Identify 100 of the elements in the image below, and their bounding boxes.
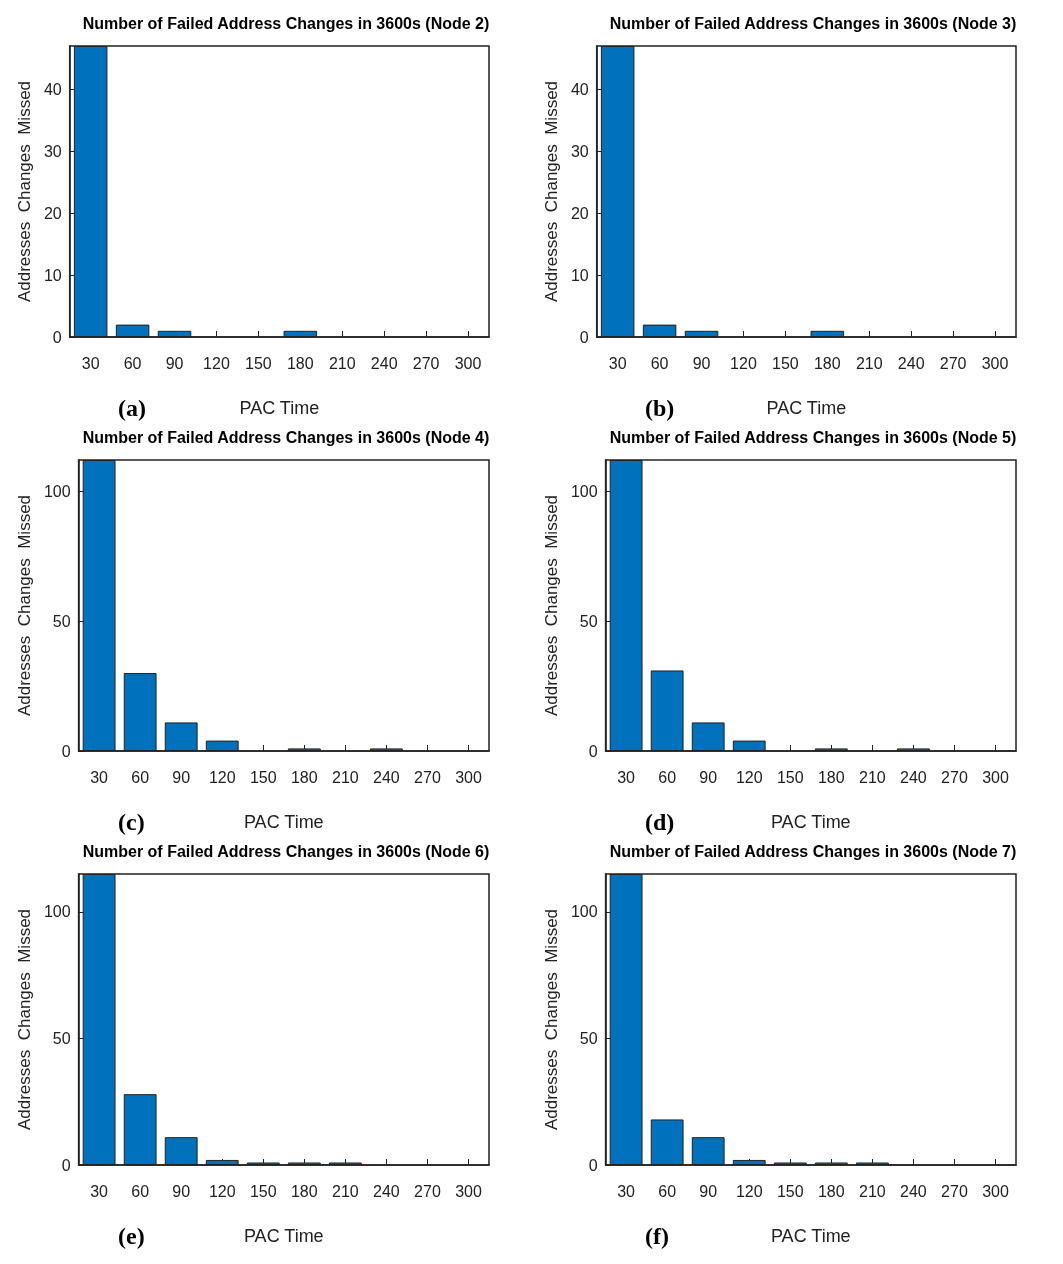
y-axis-title: Addresses Changes Missed [15, 494, 34, 717]
y-tick-label: 20 [570, 204, 589, 222]
x-tick-label: 90 [692, 354, 711, 372]
x-tick-label: 240 [373, 768, 400, 786]
y-tick-label: 50 [52, 612, 71, 630]
y-tick-label: 10 [43, 266, 62, 284]
y-tick-label: 40 [570, 80, 589, 98]
x-tick-label: 240 [370, 354, 398, 372]
x-tick-label: 270 [414, 1182, 441, 1200]
x-tick-label: 180 [286, 354, 314, 372]
x-tick-label: 270 [414, 768, 441, 786]
text: (d) [645, 809, 675, 835]
y-tick-label: 30 [570, 142, 589, 160]
x-axis-title: PAC Time [243, 812, 324, 832]
y-axis-title: Addresses Changes Missed [15, 908, 34, 1131]
x-axis-title: PAC Time [766, 398, 847, 418]
y-tick-label: 50 [579, 1029, 598, 1047]
x-tick-label: 180 [817, 1182, 845, 1200]
x-tick-label: 210 [855, 354, 883, 372]
x-tick-label: 180 [817, 768, 845, 786]
chart-title: Number of Failed Address Changes in 3600s (Node 4) [82, 428, 490, 446]
x-tick-label: 210 [332, 768, 359, 786]
x-axis-title: PAC Time [239, 398, 320, 418]
x-tick-label: 90 [172, 1182, 191, 1200]
chart-title: Number of Failed Address Changes in 3600s (Node 2) [82, 14, 490, 32]
x-tick-label: 30 [608, 354, 627, 372]
text: (a) [118, 395, 146, 421]
x-tick-label: 30 [90, 1182, 109, 1200]
x-tick-label: 300 [454, 354, 482, 372]
x-tick-label: 240 [900, 768, 927, 786]
x-tick-label: 90 [699, 768, 718, 786]
x-tick-label: 90 [699, 1182, 718, 1200]
x-tick-label: 270 [941, 1182, 968, 1200]
y-tick-label: 0 [588, 742, 598, 760]
x-tick-label: 210 [332, 1182, 359, 1200]
chart-title: Number of Failed Address Changes in 3600s (Node 7) [609, 842, 1017, 860]
x-tick-label: 120 [203, 354, 230, 372]
x-tick-label: 300 [982, 1182, 1009, 1200]
x-tick-label: 150 [249, 1182, 277, 1200]
x-tick-label: 210 [328, 354, 356, 372]
y-tick-label: 40 [43, 80, 62, 98]
x-axis-title: PAC Time [770, 812, 851, 832]
x-tick-label: 270 [412, 354, 440, 372]
text: (e) [118, 1223, 145, 1249]
x-tick-label: 30 [90, 768, 109, 786]
x-tick-label: 60 [650, 354, 669, 372]
y-tick-label: 100 [570, 903, 598, 921]
x-tick-label: 210 [859, 1182, 886, 1200]
x-tick-label: 300 [455, 768, 482, 786]
y-axis-title: Addresses Changes Missed [542, 494, 561, 717]
x-tick-label: 60 [131, 768, 150, 786]
x-tick-label: 240 [897, 354, 925, 372]
x-tick-label: 210 [859, 768, 886, 786]
x-tick-label: 270 [939, 354, 967, 372]
x-tick-label: 300 [455, 1182, 482, 1200]
x-tick-label: 30 [617, 1182, 636, 1200]
x-tick-label: 90 [165, 354, 184, 372]
x-axis-title: PAC Time [770, 1226, 851, 1246]
x-tick-label: 60 [123, 354, 142, 372]
chart-title: Number of Failed Address Changes in 3600s (Node 3) [609, 14, 1017, 32]
x-tick-label: 120 [735, 1182, 763, 1200]
text: (c) [118, 809, 145, 835]
x-tick-label: 180 [290, 768, 318, 786]
y-tick-label: 50 [52, 1029, 71, 1047]
x-tick-label: 300 [981, 354, 1009, 372]
x-tick-label: 300 [982, 768, 1009, 786]
y-tick-label: 0 [52, 328, 62, 346]
x-tick-label: 60 [131, 1182, 150, 1200]
y-tick-label: 50 [579, 612, 598, 630]
text: (f) [645, 1223, 669, 1249]
y-axis-title: Addresses Changes Missed [542, 908, 561, 1131]
x-axis-title: PAC Time [243, 1226, 324, 1246]
x-tick-label: 150 [776, 1182, 804, 1200]
x-tick-label: 180 [290, 1182, 318, 1200]
y-tick-label: 0 [61, 742, 71, 760]
x-tick-label: 150 [249, 768, 277, 786]
y-axis-title: Addresses Changes Missed [15, 80, 34, 303]
x-tick-label: 90 [172, 768, 191, 786]
x-tick-label: 120 [730, 354, 757, 372]
y-tick-label: 100 [43, 482, 71, 500]
y-tick-label: 20 [43, 204, 62, 222]
x-tick-label: 150 [772, 354, 799, 372]
chart-title: Number of Failed Address Changes in 3600s (Node 6) [82, 842, 490, 860]
y-tick-label: 0 [579, 328, 589, 346]
x-tick-label: 240 [373, 1182, 400, 1200]
x-tick-label: 120 [208, 768, 236, 786]
chart-title: Number of Failed Address Changes in 3600s (Node 5) [609, 428, 1017, 446]
y-tick-label: 0 [588, 1156, 598, 1174]
x-tick-label: 150 [776, 768, 804, 786]
y-tick-label: 10 [570, 266, 589, 284]
x-tick-label: 60 [658, 1182, 677, 1200]
x-tick-label: 120 [208, 1182, 236, 1200]
x-tick-label: 270 [941, 768, 968, 786]
text: (b) [645, 395, 675, 421]
x-tick-label: 30 [617, 768, 636, 786]
x-tick-label: 60 [658, 768, 677, 786]
x-tick-label: 180 [813, 354, 841, 372]
x-tick-label: 240 [900, 1182, 927, 1200]
y-tick-label: 100 [570, 482, 598, 500]
y-tick-label: 0 [61, 1156, 71, 1174]
